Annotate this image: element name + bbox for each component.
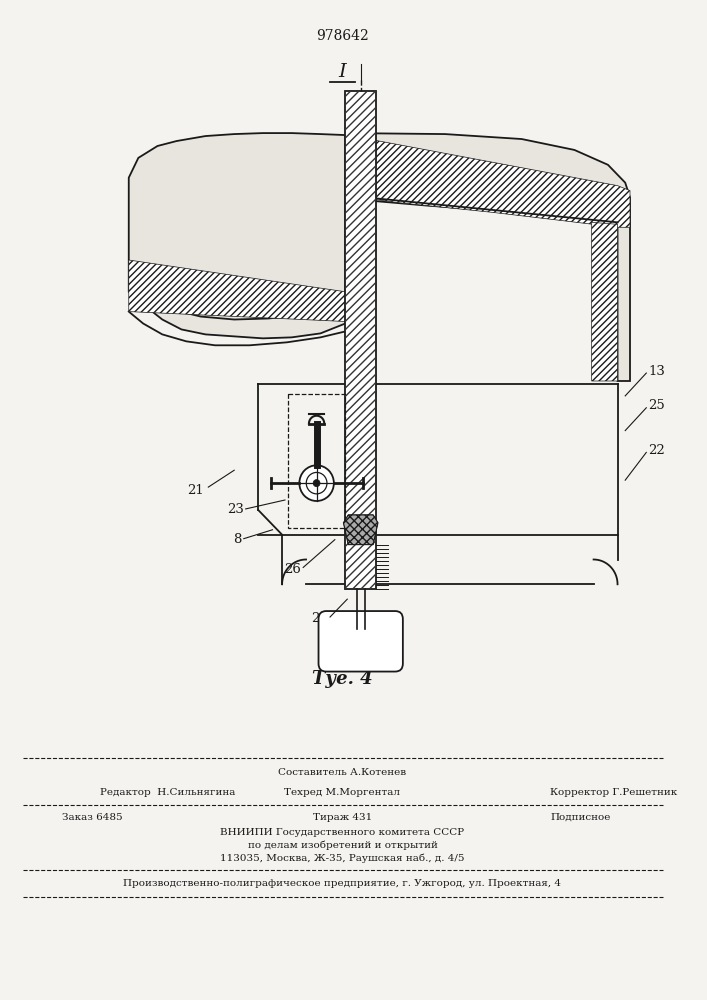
- Text: 25: 25: [648, 399, 665, 412]
- Text: Производственно-полиграфическое предприятие, г. Ужгород, ул. Проектная, 4: Производственно-полиграфическое предприя…: [124, 879, 561, 888]
- FancyBboxPatch shape: [319, 611, 403, 672]
- Polygon shape: [347, 133, 630, 381]
- Text: по делам изобретений и открытий: по делам изобретений и открытий: [247, 840, 438, 850]
- Circle shape: [299, 465, 334, 501]
- Polygon shape: [347, 135, 630, 227]
- Text: 8: 8: [233, 533, 242, 546]
- Text: Τуе. 4: Τуе. 4: [312, 670, 373, 688]
- Circle shape: [306, 472, 327, 494]
- Text: Техред М.Моргентал: Техред М.Моргентал: [284, 788, 400, 797]
- Polygon shape: [344, 515, 378, 545]
- Text: 23: 23: [227, 503, 244, 516]
- Text: 26: 26: [284, 563, 301, 576]
- Circle shape: [313, 480, 320, 487]
- Text: 24: 24: [311, 612, 328, 626]
- Polygon shape: [129, 260, 345, 322]
- Text: Редактор  Н.Сильнягина: Редактор Н.Сильнягина: [100, 788, 235, 797]
- Text: 13: 13: [648, 365, 665, 378]
- Text: Корректор Г.Решетник: Корректор Г.Решетник: [551, 788, 678, 797]
- Text: Составитель А.Котенев: Составитель А.Котенев: [279, 768, 407, 777]
- Text: I: I: [339, 63, 346, 81]
- Text: Подписное: Подписное: [551, 813, 611, 822]
- Polygon shape: [129, 133, 345, 338]
- Bar: [345, 91, 376, 589]
- Text: 21: 21: [187, 484, 204, 497]
- Text: 22: 22: [648, 444, 665, 457]
- Text: 113035, Москва, Ж-35, Раушская наб., д. 4/5: 113035, Москва, Ж-35, Раушская наб., д. …: [221, 853, 464, 863]
- Text: ВНИИПИ Государственного комитета СССР: ВНИИПИ Государственного комитета СССР: [221, 828, 464, 837]
- Text: Заказ 6485: Заказ 6485: [62, 813, 122, 822]
- Polygon shape: [592, 222, 617, 381]
- Bar: [288, 394, 345, 528]
- Text: Тираж 431: Тираж 431: [313, 813, 372, 822]
- Text: 978642: 978642: [316, 29, 369, 43]
- Bar: [345, 91, 376, 589]
